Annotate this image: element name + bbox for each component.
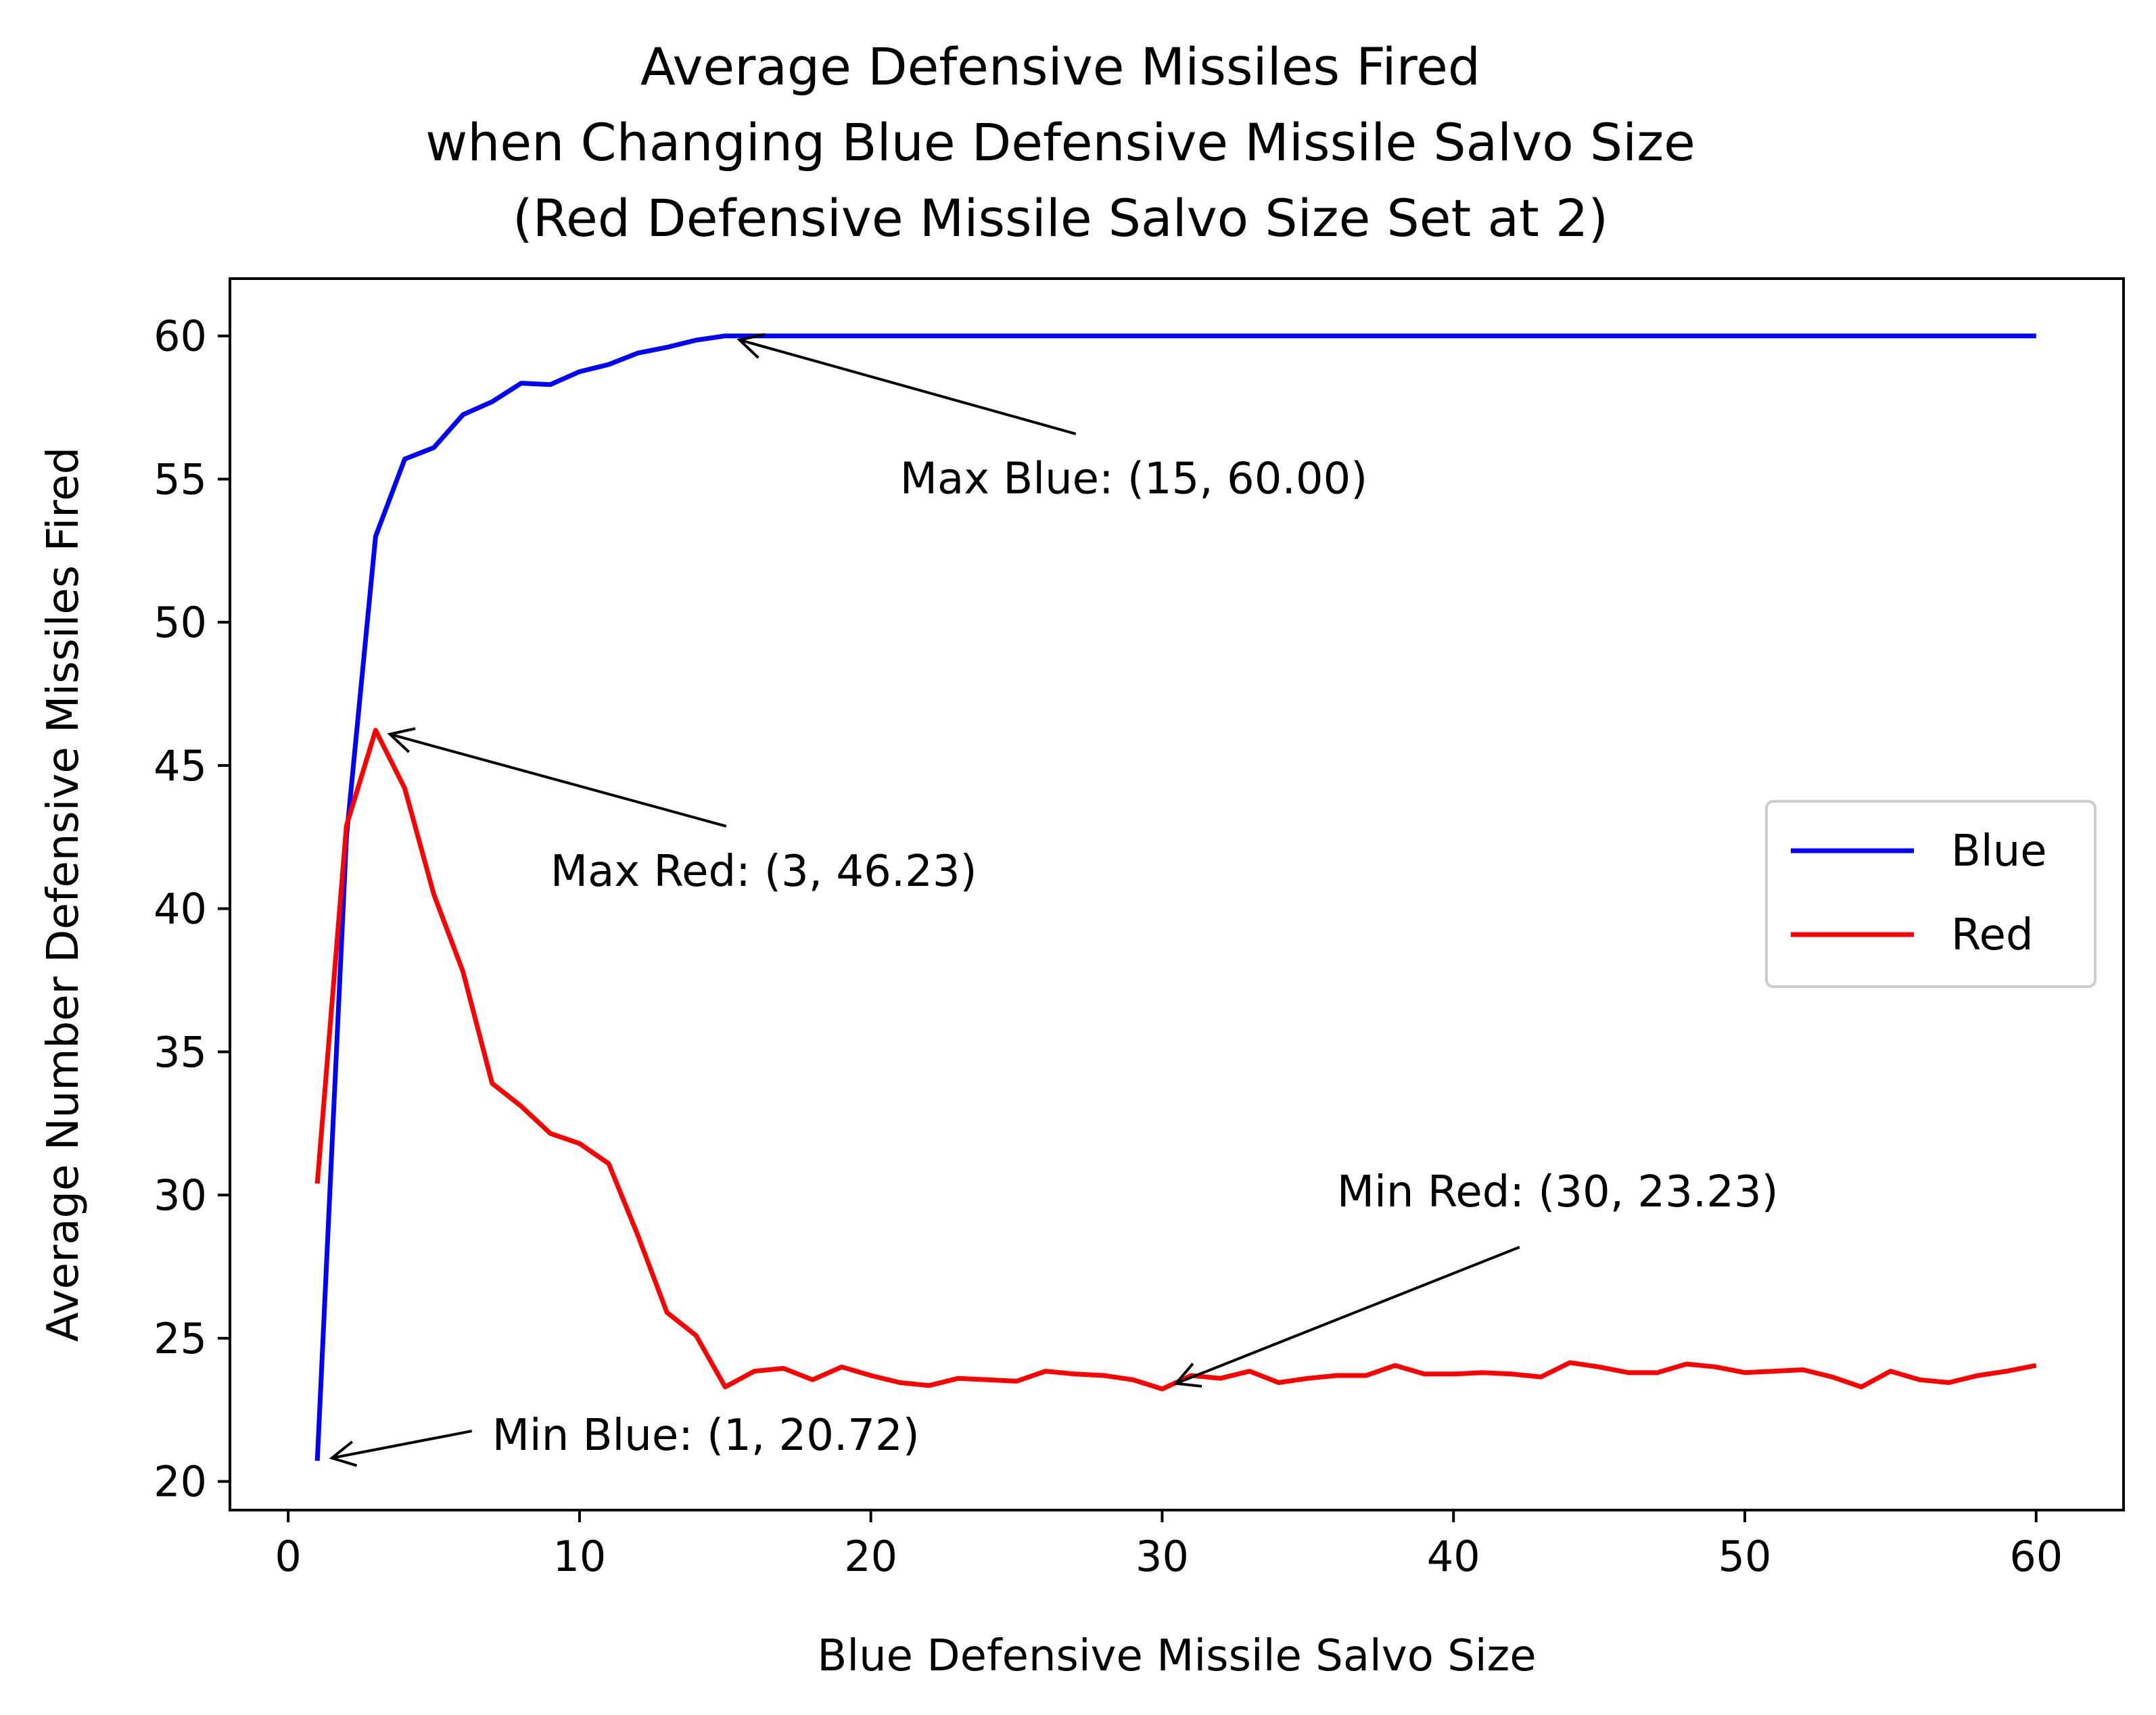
annotation-arrowhead — [387, 727, 416, 753]
legend-entry-blue: Blue — [1951, 826, 2047, 876]
x-axis: 0 10 20 30 40 50 60 — [275, 1510, 2063, 1581]
y-tick-label: 60 — [154, 312, 207, 361]
annotation-arrowhead — [736, 333, 766, 359]
x-tick-label: 60 — [2009, 1532, 2063, 1581]
chart-title-line: (Red Defensive Missile Salvo Size Set at… — [513, 188, 1608, 248]
legend-box — [1765, 800, 2096, 988]
chart-title: Average Defensive Missiles Fired when Cha… — [425, 37, 1695, 248]
chart-title-line: Average Defensive Missiles Fired — [640, 37, 1480, 97]
annotation-label: Min Blue: (1, 20.72) — [492, 1411, 920, 1461]
x-tick-label: 10 — [553, 1532, 606, 1581]
annotation-arrowhead — [1173, 1363, 1202, 1388]
y-tick-label: 55 — [154, 454, 207, 504]
y-tick-label: 50 — [154, 598, 207, 647]
x-tick-label: 40 — [1427, 1532, 1480, 1581]
annotations: Max Blue: (15, 60.00) Max Red: (3, 46.23)… — [329, 333, 1779, 1467]
plot-frame — [229, 277, 2125, 1511]
y-tick-label: 35 — [154, 1027, 207, 1077]
x-tick-label: 30 — [1135, 1532, 1189, 1581]
y-tick-label: 30 — [154, 1171, 207, 1220]
x-tick-label: 0 — [275, 1532, 301, 1581]
annotation-arrow — [390, 732, 727, 828]
annotation-arrow — [1175, 1246, 1520, 1385]
annotation-arrow — [331, 1430, 473, 1459]
annotation-arrowhead — [329, 1440, 358, 1467]
x-tick-label: 50 — [1718, 1532, 1772, 1581]
y-tick-label: 40 — [154, 885, 207, 934]
series-line-blue — [314, 333, 2036, 1461]
plot-area — [229, 277, 2125, 1511]
annotation-arrow — [739, 338, 1077, 436]
x-tick-label: 20 — [844, 1532, 897, 1581]
legend-entry-red: Red — [1951, 910, 2034, 960]
legend: Blue Red — [1765, 800, 2096, 988]
x-axis-label: Blue Defensive Missile Salvo Size — [817, 1631, 1536, 1681]
chart-title-line: when Changing Blue Defensive Missile Sal… — [425, 112, 1695, 172]
y-tick-label: 25 — [154, 1314, 207, 1363]
y-tick-label: 20 — [154, 1457, 207, 1507]
annotation-label: Max Red: (3, 46.23) — [550, 847, 977, 897]
annotation-label: Max Blue: (15, 60.00) — [900, 454, 1367, 504]
y-axis-label: Average Number Defensive Missiles Fired — [39, 447, 89, 1342]
y-axis: 20 25 30 35 40 45 50 55 60 — [154, 312, 230, 1507]
annotation-label: Min Red: (30, 23.23) — [1337, 1167, 1779, 1217]
y-tick-label: 45 — [154, 741, 207, 791]
